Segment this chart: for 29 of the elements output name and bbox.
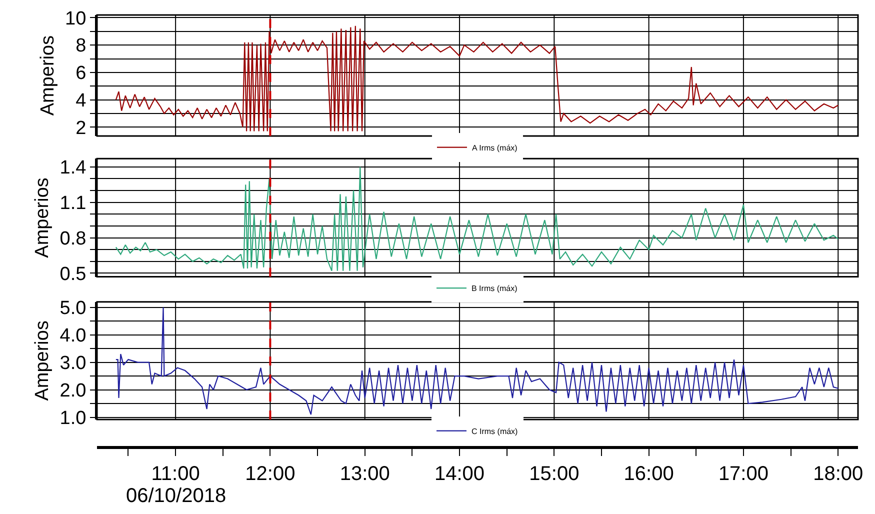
x-tick-label: 18:00 [813,463,864,485]
x-tick-label: 12:00 [245,463,296,485]
text: 06/10/2018 [126,485,226,507]
x-tick-label: 14:00 [434,463,485,485]
legend-label: A Irms (máx) [472,143,518,152]
y-tick-label: 1.4 [60,158,87,179]
x-tick-label: 11:00 [151,463,200,485]
y-tick-label: 2.0 [60,380,86,402]
y-tick-label: 2 [76,118,86,139]
y-tick-label: 8 [76,36,86,57]
y-tick-label: 0.5 [60,264,86,285]
y-tick-label: 4.0 [60,325,86,346]
y-tick-label: 0.8 [60,228,86,250]
x-tick-label: 16:00 [624,463,674,485]
y-tick-label: 5.0 [60,298,86,319]
y-axis-title: Amperios [32,178,54,258]
y-tick-label: 6 [76,63,86,84]
x-tick-label: 15:00 [529,463,580,485]
x-tick-label: 17:00 [718,463,768,485]
y-tick-label: 10 [65,8,86,30]
y-axis-title: Amperios [37,35,58,116]
y-tick-label: 4 [76,90,87,112]
y-axis-title: Amperios [32,320,54,401]
y-tick-label: 1.0 [60,408,86,429]
legend-label: C Irms (máx) [472,426,518,436]
x-tick-label: 13:00 [340,463,390,485]
y-tick-label: 3.0 [60,352,86,374]
legend-label: B Irms (máx) [472,284,518,294]
y-tick-label: 1.1 [60,193,86,214]
